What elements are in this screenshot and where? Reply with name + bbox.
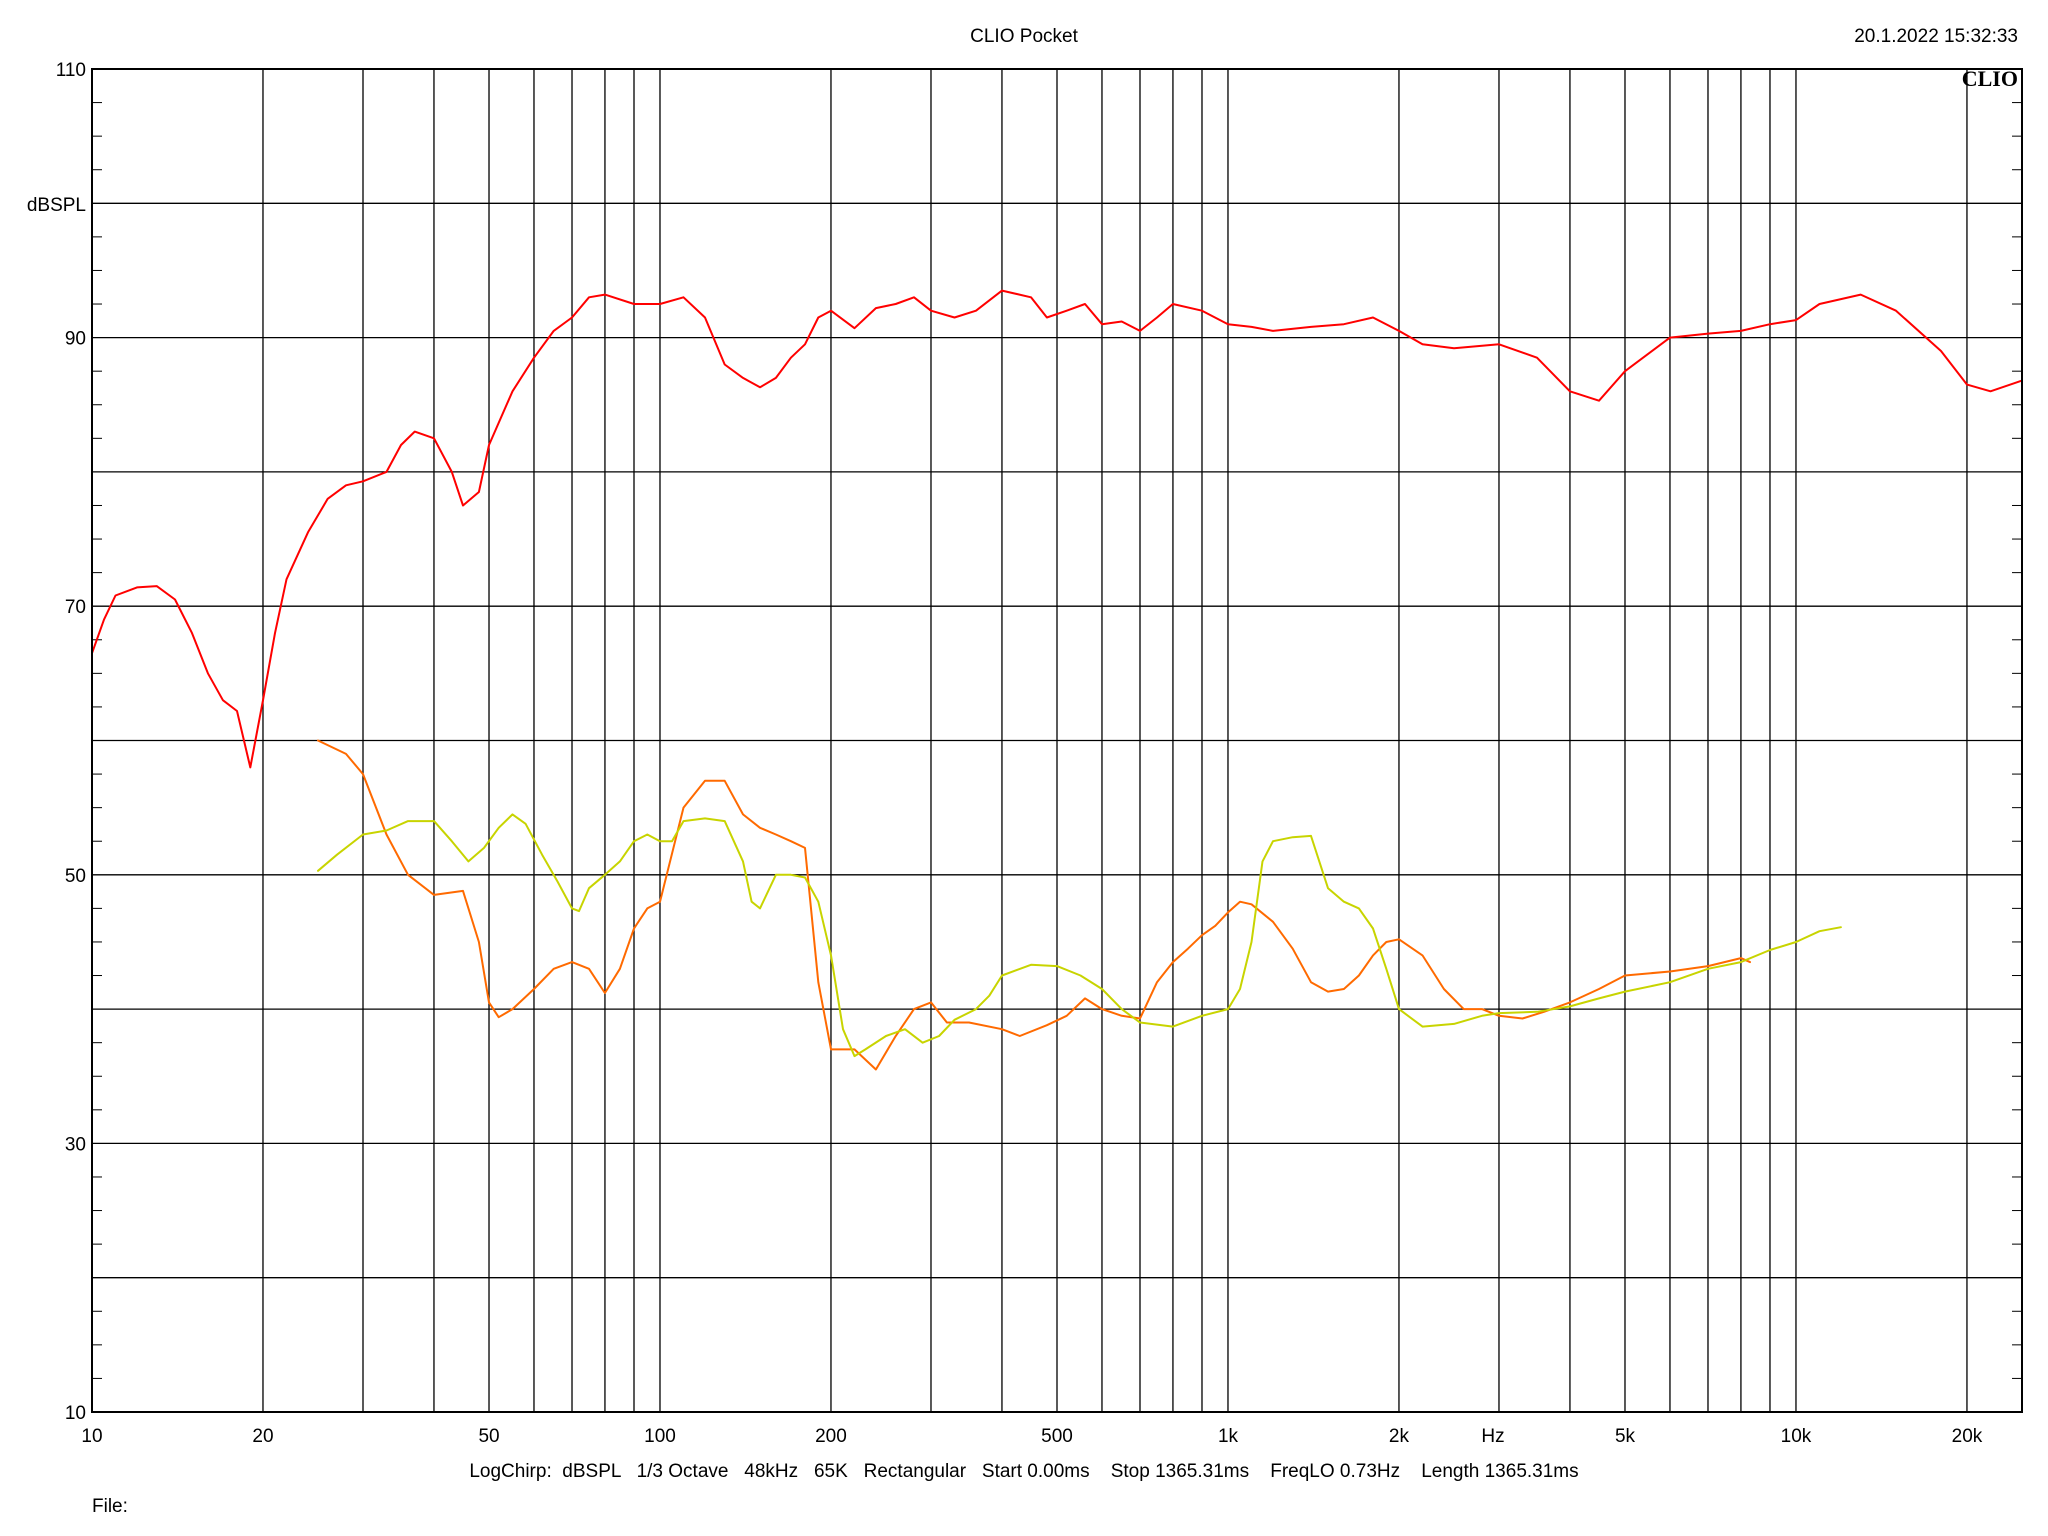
x-axis-label: Hz	[1481, 1426, 1504, 1447]
series-line-2	[317, 739, 1751, 1071]
x-tick-label: 50	[478, 1426, 499, 1447]
x-tick-label: 1k	[1218, 1426, 1239, 1447]
y-tick-label: 110	[56, 60, 86, 81]
y-tick-label: 10	[65, 1403, 86, 1424]
file-label: File:	[92, 1496, 128, 1517]
y-tick-label: 70	[65, 597, 86, 618]
chart-title: CLIO Pocket	[970, 26, 1078, 47]
y-tick-label: 50	[65, 866, 86, 887]
y-tick-label: 30	[65, 1134, 86, 1155]
grid	[92, 69, 2022, 1412]
x-tick-label: 500	[1041, 1426, 1073, 1447]
x-tick-label: 2k	[1389, 1426, 1410, 1447]
plot-border	[91, 68, 2023, 1413]
clio-logo: CLIO	[1962, 66, 2018, 91]
x-tick-label: 5k	[1615, 1426, 1636, 1447]
y-axis-label: dBSPL	[27, 195, 86, 216]
series-line-1	[91, 289, 2023, 769]
x-tick-label: 20	[252, 1426, 273, 1447]
x-tick-label: 200	[815, 1426, 847, 1447]
x-tick-label: 20k	[1952, 1426, 1983, 1447]
y-tick-label: 90	[65, 329, 86, 350]
x-tick-label: 10	[81, 1426, 102, 1447]
x-tick-label: 10k	[1781, 1426, 1812, 1447]
measurement-settings: LogChirp: dBSPL 1/3 Octave 48kHz 65K Rec…	[469, 1461, 1578, 1482]
timestamp: 20.1.2022 15:32:33	[1854, 26, 2018, 47]
series-line-3	[317, 813, 1842, 1058]
series-group	[91, 289, 2023, 1071]
x-tick-label: 100	[644, 1426, 676, 1447]
